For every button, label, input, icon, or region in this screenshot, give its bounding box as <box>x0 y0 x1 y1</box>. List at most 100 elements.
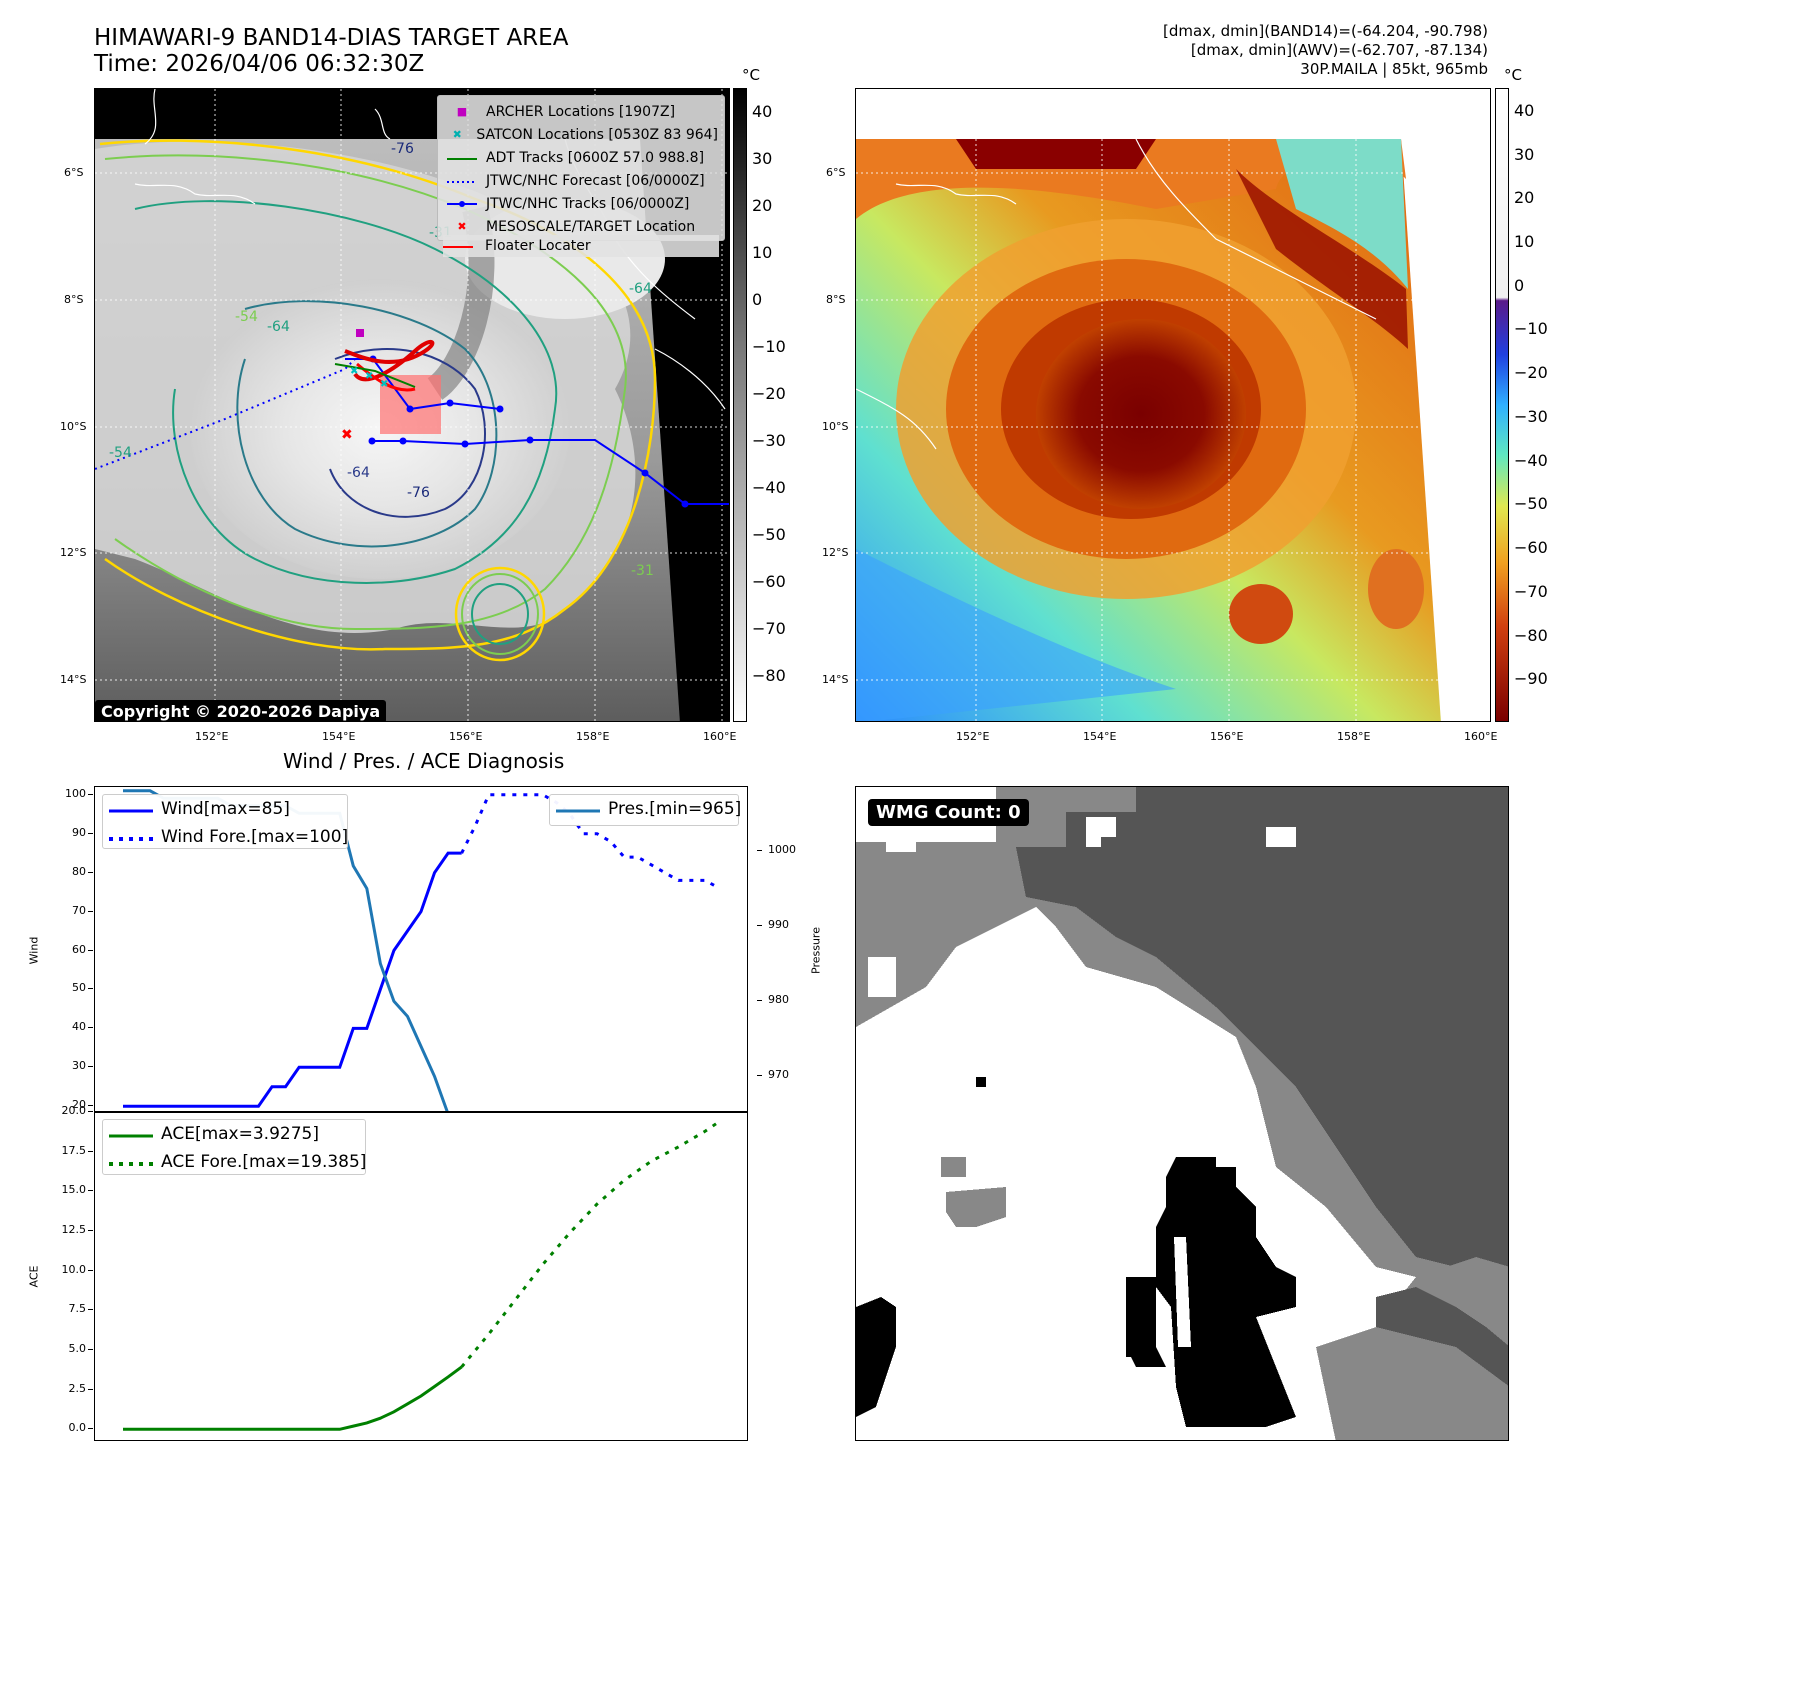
y-tick-mark <box>88 988 93 990</box>
legend-item-jtwc-tracks: JTWC/NHC Tracks [06/0000Z] <box>444 192 718 215</box>
wmg-panel: WMG Count: 0 <box>855 786 1509 1441</box>
copyright-label: Copyright © 2020-2026 Dapiya <box>95 700 387 721</box>
lat-label: 10°S <box>822 420 849 433</box>
y-tick-mark <box>757 1000 762 1002</box>
x-marker-icon: ✖ <box>457 220 467 233</box>
y-tick-mark <box>88 1190 93 1192</box>
y-tick-label: 70 <box>72 903 86 917</box>
wind-pressure-axes: Wind[max=85] Wind Fore.[max=100] Pres.[m… <box>94 786 748 1113</box>
y-tick-label: 5.0 <box>68 1341 87 1355</box>
ir-colorbar <box>733 88 747 722</box>
colorbar-tick-label: −80 <box>752 666 786 686</box>
lat-label: 8°S <box>826 293 846 306</box>
contour-label: -64 <box>629 281 652 297</box>
y-tick-label: 10.0 <box>61 1262 87 1276</box>
svg-text:✖: ✖ <box>350 366 358 377</box>
colorbar-tick-label: −30 <box>752 431 786 451</box>
colorbar-tick-label: −60 <box>752 572 786 592</box>
archer-marker <box>356 329 364 337</box>
lat-label: 8°S <box>64 293 84 306</box>
lon-label: 160°E <box>703 730 737 743</box>
y-tick-mark <box>88 949 93 951</box>
y-tick-label: 12.5 <box>61 1222 87 1236</box>
y-tick-mark <box>88 1309 93 1311</box>
contour-label: -76 <box>407 485 430 501</box>
lat-label: 14°S <box>60 673 87 686</box>
y-tick-label: 100 <box>65 786 86 800</box>
y-tick-label: 60 <box>72 942 86 956</box>
colorbar-tick-label: 0 <box>1514 275 1525 295</box>
y-tick-mark <box>88 1111 93 1112</box>
y-tick-label: 0.0 <box>68 1421 87 1435</box>
solid-line-icon <box>556 799 600 819</box>
ace-axes: ACE[max=3.9275] ACE Fore.[max=19.385] <box>94 1111 748 1441</box>
lat-label: 12°S <box>60 546 87 559</box>
legend-item-mesoscale: ✖ MESOSCALE/TARGET Location <box>444 215 718 238</box>
dotted-line-icon <box>109 827 153 847</box>
y-tick-mark <box>88 1348 93 1350</box>
lon-label: 156°E <box>449 730 483 743</box>
colorbar-tick-label: 40 <box>752 102 773 122</box>
mesoscale-target-marker: ✖ <box>341 427 353 443</box>
awv-image <box>856 89 1490 721</box>
colorbar-tick-label: 0 <box>752 290 763 310</box>
y-tick-mark <box>757 849 762 851</box>
colorbar-tick-label: −40 <box>1514 450 1548 470</box>
jtwc-track-line <box>372 439 729 505</box>
y-tick-label: 17.5 <box>61 1143 87 1157</box>
pressure-legend: Pres.[min=965] <box>549 794 741 826</box>
svg-text:✖: ✖ <box>380 379 388 390</box>
dotted-line-icon <box>444 173 480 189</box>
colorbar-tick-label: −50 <box>752 525 786 545</box>
colorbar-tick-label: −10 <box>1514 319 1548 339</box>
colorbar-tick-label: −40 <box>752 478 786 498</box>
colorbar-tick-label: 30 <box>1514 144 1535 164</box>
wind-legend: Wind[max=85] Wind Fore.[max=100] <box>102 794 348 849</box>
colorbar-tick-label: 20 <box>1514 188 1535 208</box>
awv-colorbar <box>1495 88 1509 722</box>
contour-label: -54 <box>235 309 258 325</box>
solid-line-icon <box>109 799 153 819</box>
legend-item-pressure: Pres.[min=965] <box>556 795 741 823</box>
lat-label: 6°S <box>826 166 846 179</box>
series-line-ace <box>460 1120 720 1368</box>
floater-box <box>380 375 441 434</box>
colorbar-tick-label: 40 <box>1514 100 1535 120</box>
info-band14: [dmax, dmin](BAND14)=(-64.204, -90.798) <box>1163 22 1488 40</box>
y-tick-mark <box>88 1428 93 1430</box>
contour-label: -76 <box>391 141 414 157</box>
lon-label: 156°E <box>1210 730 1244 743</box>
satcon-markers: ✖ ✖ ✖ <box>350 366 388 390</box>
y-tick-label: 1000 <box>768 842 796 856</box>
colorbar-tick-label: −30 <box>1514 406 1548 426</box>
y-tick-mark <box>88 1229 93 1231</box>
lon-label: 158°E <box>576 730 610 743</box>
ace-plot <box>123 1120 720 1431</box>
y-tick-mark <box>88 1105 93 1107</box>
pressure-ylabel: Pressure <box>809 927 823 974</box>
contour-label: -54 <box>109 445 132 461</box>
y-tick-mark <box>88 871 93 873</box>
page-subtitle-time: Time: 2026/04/06 06:32:30Z <box>94 51 425 77</box>
solid-line-icon <box>443 238 479 254</box>
svg-text:✖: ✖ <box>365 371 373 382</box>
series-line-ace <box>123 1365 463 1431</box>
y-tick-label: 990 <box>768 918 789 932</box>
y-tick-label: 7.5 <box>68 1302 87 1316</box>
y-tick-mark <box>88 1027 93 1029</box>
info-storm: 30P.MAILA | 85kt, 965mb <box>1300 60 1488 78</box>
colorbar-tick-label: −70 <box>1514 581 1548 601</box>
colorbar-tick-label: −60 <box>1514 538 1548 558</box>
y-tick-mark <box>88 793 93 795</box>
legend-item-floater: Floater Locater <box>443 235 719 257</box>
y-tick-label: 15.0 <box>61 1183 87 1197</box>
square-marker-icon: ■ <box>456 105 468 118</box>
contour-label: -31 <box>631 563 654 579</box>
colorbar-tick-label: −20 <box>1514 363 1548 383</box>
page-title: HIMAWARI-9 BAND14-DIAS TARGET AREA <box>94 25 569 51</box>
lon-label: 154°E <box>1083 730 1117 743</box>
ir-colorbar-unit: °C <box>742 66 760 84</box>
solid-line-icon <box>444 150 480 166</box>
colorbar-tick-label: 30 <box>752 149 773 169</box>
legend-item-archer: ■ ARCHER Locations [1907Z] <box>444 100 718 123</box>
